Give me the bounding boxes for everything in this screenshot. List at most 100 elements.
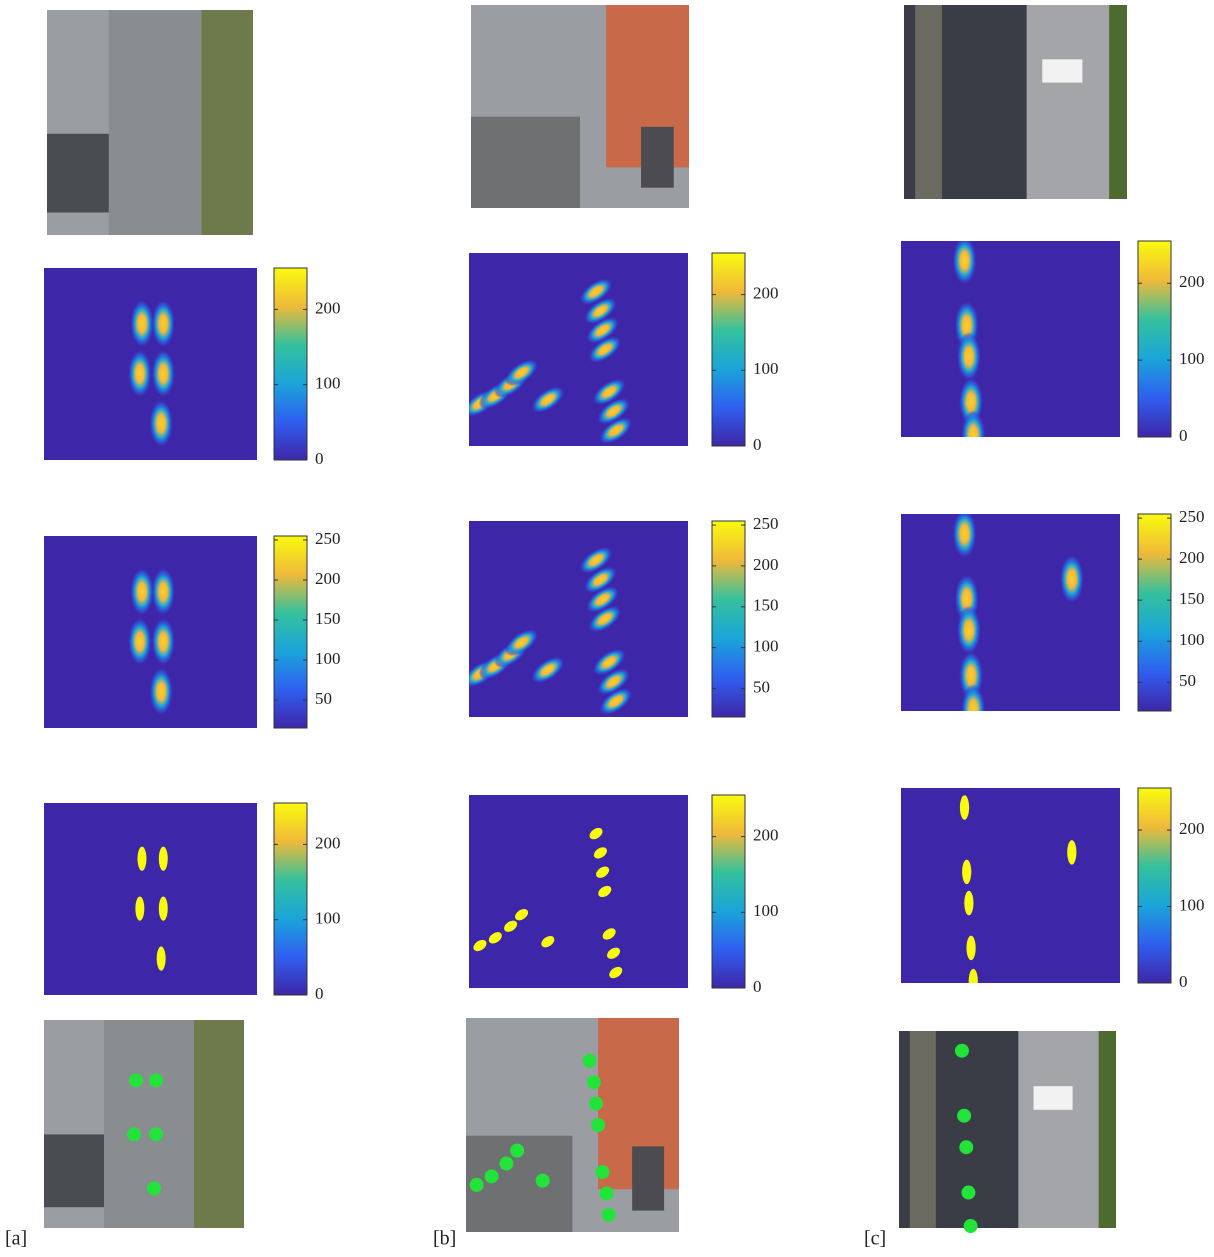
roof-dark xyxy=(632,1146,664,1210)
colorbar-tick-label: 0 xyxy=(315,984,324,1003)
blob xyxy=(151,349,175,397)
blob xyxy=(952,236,977,285)
heatmap-bg xyxy=(901,788,1120,983)
detection xyxy=(589,1097,603,1111)
panel-label: [b] xyxy=(433,1228,456,1250)
detection xyxy=(147,1181,161,1195)
blob xyxy=(961,410,986,459)
blob xyxy=(1060,554,1085,604)
blob xyxy=(151,299,175,347)
colorbar-tick-label: 150 xyxy=(1179,589,1205,608)
colorbar-tick-label: 250 xyxy=(1179,507,1205,526)
figure: 0100200501001502002500100200[a]010020050… xyxy=(0,0,1214,1252)
detection xyxy=(587,1075,601,1089)
colorbar-tick-label: 100 xyxy=(1179,895,1205,914)
colorbar-tick-label: 150 xyxy=(753,596,779,615)
detection xyxy=(959,1140,973,1154)
colorbar-tick-label: 50 xyxy=(753,677,770,696)
blob xyxy=(138,847,147,871)
detection xyxy=(499,1157,513,1171)
detection xyxy=(149,1073,163,1087)
colorbar-tick-label: 0 xyxy=(315,449,324,468)
heatmap-bg xyxy=(901,514,1120,711)
colorbar-tick-label: 250 xyxy=(753,514,779,533)
blob xyxy=(966,936,975,961)
detection xyxy=(149,1127,163,1141)
colorbar-tick-label: 200 xyxy=(315,569,341,588)
blob xyxy=(962,860,971,885)
colorbar-tick-label: 0 xyxy=(753,435,762,454)
heatmap xyxy=(44,803,257,995)
detection xyxy=(510,1144,524,1158)
detection xyxy=(600,1186,614,1200)
blob xyxy=(130,299,154,347)
detection xyxy=(129,1073,143,1087)
blob xyxy=(135,897,144,921)
heatmap-bg xyxy=(469,795,688,988)
heatmap xyxy=(901,788,1120,993)
photo xyxy=(899,1031,1116,1233)
colorbar-tick-label: 100 xyxy=(315,374,341,393)
heatmap xyxy=(459,253,688,449)
photo xyxy=(47,10,253,235)
roof xyxy=(1027,5,1112,199)
photo xyxy=(471,5,689,208)
heatmap xyxy=(44,536,257,728)
colorbar xyxy=(712,795,745,988)
heatmap xyxy=(459,521,688,720)
shadow xyxy=(44,1134,104,1207)
photo xyxy=(904,5,1127,199)
detection xyxy=(955,1044,969,1058)
road xyxy=(104,1020,194,1228)
colorbar-tick-label: 250 xyxy=(315,529,341,548)
verge xyxy=(1099,1031,1116,1228)
heatmap-bg xyxy=(44,803,257,995)
verge xyxy=(202,10,254,235)
colorbar xyxy=(712,521,745,717)
blob xyxy=(128,617,152,665)
heatmap xyxy=(44,268,257,460)
colorbar-tick-label: 200 xyxy=(315,833,341,852)
colorbar-tick-label: 100 xyxy=(753,359,779,378)
detection xyxy=(957,1109,971,1123)
colorbar xyxy=(274,536,307,728)
colorbar-tick-label: 200 xyxy=(753,555,779,574)
colorbar-tick-label: 200 xyxy=(1179,548,1205,567)
verge xyxy=(1109,5,1127,199)
colorbar-tick-label: 100 xyxy=(753,636,779,655)
blob xyxy=(151,567,175,615)
blob xyxy=(151,617,175,665)
colorbar-tick-label: 200 xyxy=(753,284,779,303)
blob xyxy=(960,795,969,820)
heatmap xyxy=(469,795,688,988)
heatmap-bg xyxy=(901,241,1120,437)
photo xyxy=(44,1020,244,1228)
heatmap-bg xyxy=(469,521,688,717)
detection xyxy=(591,1118,605,1132)
colorbar-tick-label: 100 xyxy=(1179,349,1205,368)
roof-dark xyxy=(641,127,674,188)
heatmap xyxy=(901,509,1120,734)
colorbar xyxy=(274,268,307,460)
colorbar-tick-label: 100 xyxy=(315,909,341,928)
detection xyxy=(583,1054,597,1068)
blob xyxy=(957,332,982,381)
colorbar xyxy=(1138,514,1171,711)
blob xyxy=(128,349,152,397)
detection xyxy=(536,1174,550,1188)
lot xyxy=(471,117,580,208)
colorbar-tick-label: 0 xyxy=(1179,426,1188,445)
detection xyxy=(127,1127,141,1141)
detection xyxy=(961,1186,975,1200)
detection xyxy=(470,1178,484,1192)
heatmap xyxy=(901,236,1120,460)
blob xyxy=(159,847,168,871)
truck xyxy=(1034,1086,1073,1110)
track xyxy=(910,1031,936,1228)
heatmap-bg xyxy=(469,253,688,446)
panel-label: [a] xyxy=(5,1228,27,1250)
colorbar xyxy=(712,253,745,446)
blob xyxy=(149,399,173,447)
colorbar-tick-label: 200 xyxy=(753,826,779,845)
blob xyxy=(159,897,168,921)
